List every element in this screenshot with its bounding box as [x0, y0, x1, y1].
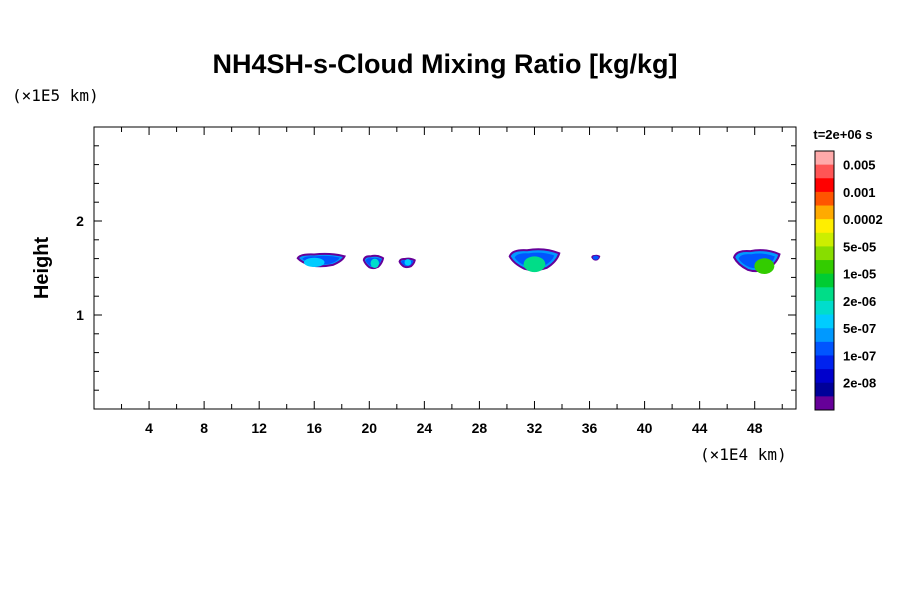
y-axis-label: Height: [31, 237, 53, 300]
colorbar-swatch: [815, 260, 834, 275]
colorbar-swatch: [815, 314, 834, 329]
cloud-core: [404, 259, 412, 266]
colorbar-label: 5e-05: [843, 239, 876, 254]
colorbar-swatch: [815, 369, 834, 384]
colorbar-label: 5e-07: [843, 321, 876, 336]
x-tick-label: 8: [200, 420, 208, 436]
x-tick-label: 48: [747, 420, 763, 436]
x-tick-label: 32: [527, 420, 543, 436]
colorbar-label: 1e-07: [843, 348, 876, 363]
cloud-core: [754, 258, 775, 274]
y-axis-unit: (×1E5 km): [12, 86, 99, 105]
colorbar-label: 2e-08: [843, 376, 876, 391]
colorbar-swatch: [815, 205, 834, 220]
colorbar-swatch: [815, 341, 834, 356]
colorbar-label: 0.005: [843, 158, 876, 173]
colorbar-swatch: [815, 328, 834, 343]
cloud-contours: [296, 248, 781, 274]
x-tick-label: 12: [251, 420, 267, 436]
x-tick-label: 40: [637, 420, 653, 436]
cloud-core: [523, 256, 546, 273]
colorbar-swatch: [815, 191, 834, 206]
colorbar-swatch: [815, 300, 834, 315]
x-tick-label: 36: [582, 420, 598, 436]
colorbar: 0.005 0.001 0.0002 5e-05 1e-05 2e-06 5e-07 1e-0…: [814, 150, 883, 411]
x-tick-label: 28: [472, 420, 488, 436]
y-tick-label: 1: [76, 307, 84, 323]
cloud-core: [370, 258, 380, 268]
colorbar-swatch: [815, 382, 834, 397]
colorbar-label: 2e-06: [843, 294, 876, 309]
colorbar-label: 0.001: [843, 185, 876, 200]
colorbar-swatch: [815, 287, 834, 302]
colorbar-swatch: [815, 396, 834, 411]
x-tick-label: 16: [306, 420, 322, 436]
colorbar-swatch: [815, 232, 834, 247]
plot-frame: [93, 126, 797, 410]
colorbar-swatch: [815, 219, 834, 234]
colorbar-frame: [814, 150, 835, 411]
colorbar-label: 0.0002: [843, 212, 883, 227]
colorbar-swatch: [815, 246, 834, 261]
cloud-core: [592, 255, 599, 260]
x-tick-label: 4: [145, 420, 153, 436]
colorbar-swatch: [815, 178, 834, 193]
colorbar-label: 1e-05: [843, 267, 876, 282]
colorbar-swatch: [815, 151, 834, 166]
colorbar-swatch: [815, 355, 834, 370]
x-tick-label: 44: [692, 420, 708, 436]
cloud-core: [303, 257, 325, 268]
chart-title: NH4SH-s-Cloud Mixing Ratio [kg/kg]: [213, 49, 678, 79]
y-tick-label: 2: [76, 213, 84, 229]
x-axis-unit: (×1E4 km): [700, 445, 787, 464]
colorbar-swatch: [815, 273, 834, 288]
colorbar-swatch: [815, 164, 834, 179]
time-label: t=2e+06 s: [813, 127, 872, 142]
x-tick-label: 20: [362, 420, 378, 436]
x-tick-label: 24: [417, 420, 433, 436]
